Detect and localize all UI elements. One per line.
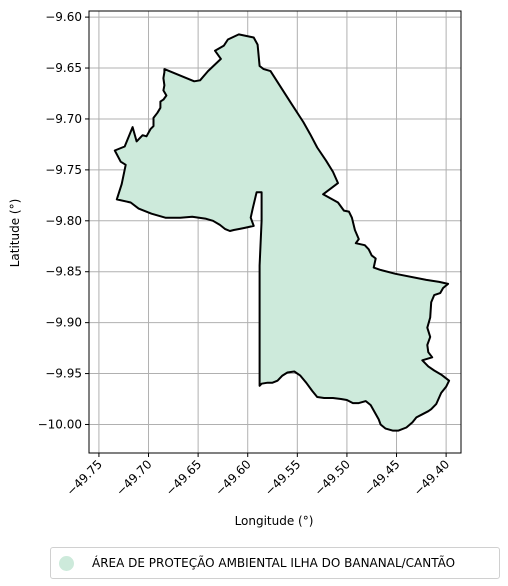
- y-tick-label: −10.00: [38, 417, 82, 431]
- x-tick-label: −49.55: [262, 457, 303, 498]
- region-polygon: [113, 33, 451, 432]
- y-tick-label: −9.70: [45, 112, 82, 126]
- y-tick-label: −9.60: [45, 10, 82, 24]
- x-tick-label: −49.65: [163, 457, 204, 498]
- y-tick-label: −9.65: [45, 61, 82, 75]
- x-axis: −49.75 −49.70 −49.65 −49.60 −49.55 −49.50 −49.…: [64, 453, 452, 499]
- y-tick-label: −9.95: [45, 367, 82, 381]
- x-tick-label: −49.50: [312, 457, 353, 498]
- legend-swatch-icon: [59, 555, 74, 571]
- y-tick-label: −9.90: [45, 316, 82, 330]
- y-tick-label: −9.80: [45, 214, 82, 228]
- plot-frame: [88, 10, 462, 454]
- legend-label: ÁREA DE PROTEÇÃO AMBIENTAL ILHA DO BANAN…: [92, 556, 456, 570]
- y-axis-label: Latitude (°): [8, 199, 22, 268]
- x-tick-label: −49.45: [361, 457, 402, 498]
- legend: ÁREA DE PROTEÇÃO AMBIENTAL ILHA DO BANAN…: [50, 547, 500, 579]
- y-tick-label: −9.75: [45, 163, 82, 177]
- y-axis: −9.60 −9.65 −9.70 −9.75 −9.80 −9.85 −9.90 −9.95…: [38, 10, 89, 431]
- x-tick-label: −49.70: [113, 457, 154, 498]
- x-tick-label: −49.40: [411, 457, 452, 498]
- y-tick-label: −9.85: [45, 265, 82, 279]
- x-tick-label: −49.60: [213, 457, 254, 498]
- x-axis-label: Longitude (°): [235, 514, 314, 528]
- x-tick-label: −49.75: [64, 457, 105, 498]
